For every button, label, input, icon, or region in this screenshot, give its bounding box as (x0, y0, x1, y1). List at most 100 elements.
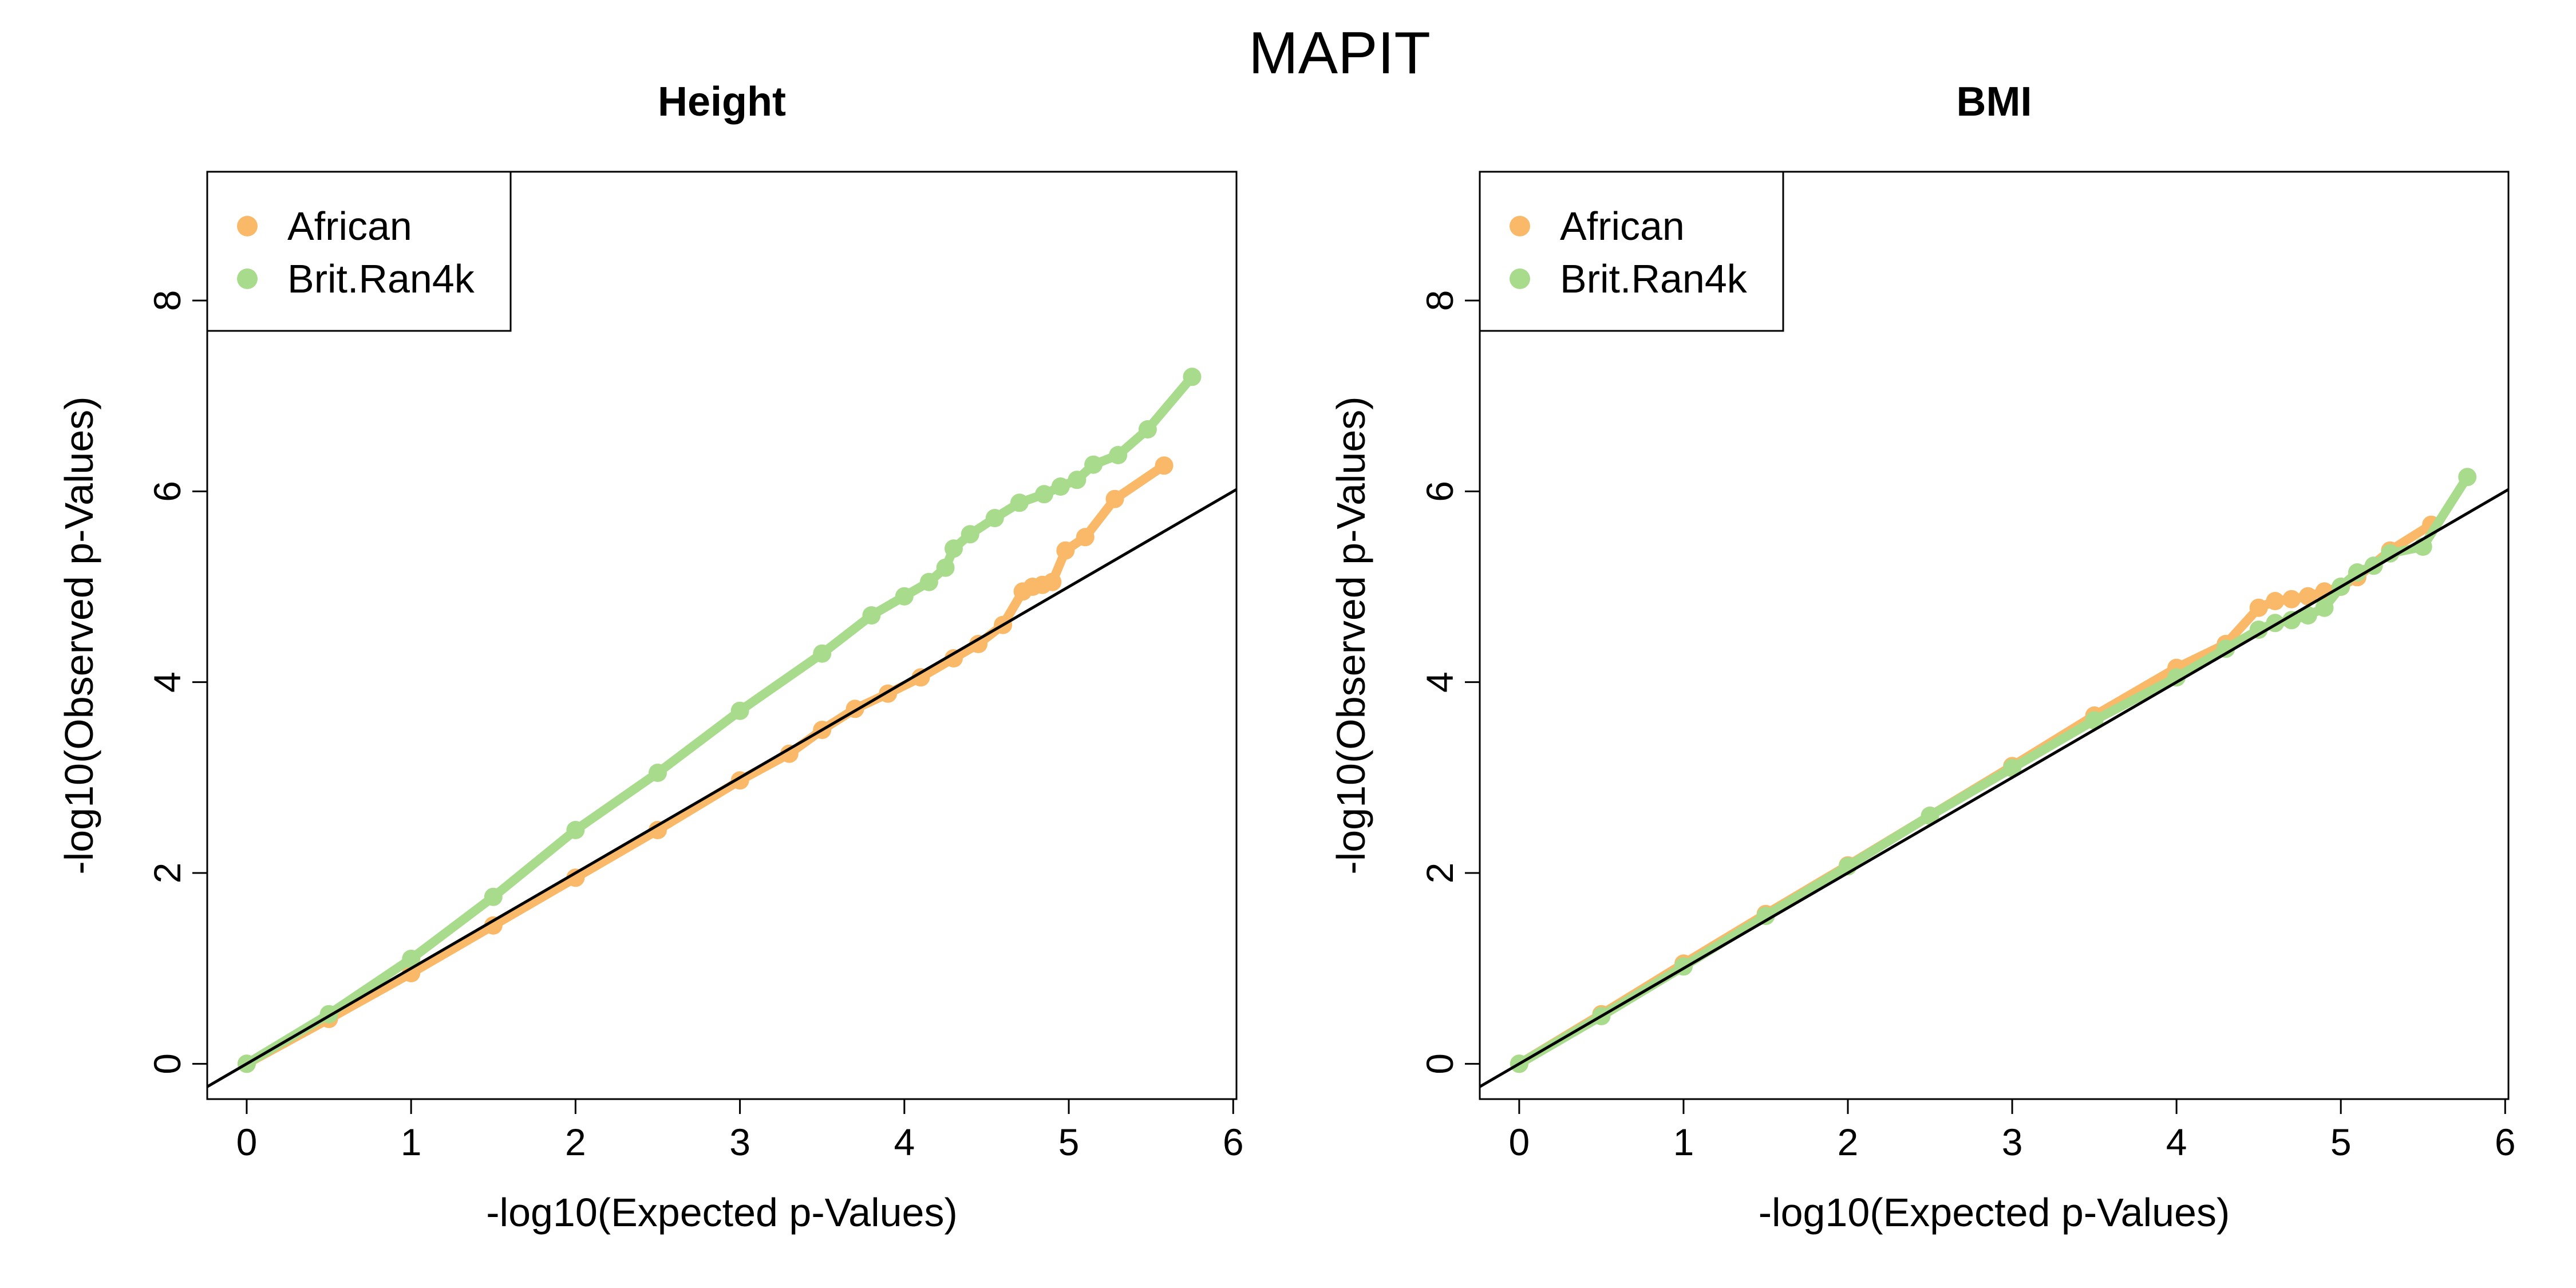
legend-marker (1510, 268, 1530, 289)
data-point-brit-ran4k (2249, 621, 2268, 639)
data-point-brit-ran4k (2003, 758, 2022, 777)
x-tick-label: 6 (1223, 1121, 1244, 1163)
x-tick-label: 6 (2495, 1121, 2516, 1163)
x-tick-label: 0 (1509, 1121, 1530, 1163)
x-tick-label: 1 (1673, 1121, 1694, 1163)
data-point-african (2298, 587, 2317, 606)
y-tick-label: 0 (1419, 1053, 1461, 1074)
plot-area (1480, 468, 2508, 1088)
data-point-brit-ran4k (484, 887, 503, 906)
y-tick-label: 0 (146, 1053, 188, 1074)
data-point-brit-ran4k (1756, 907, 1775, 925)
legend-box (206, 171, 512, 332)
data-point-african (911, 668, 930, 687)
data-point-brit-ran4k (813, 644, 832, 663)
data-point-african (2249, 598, 2268, 617)
x-tick-label: 5 (2330, 1121, 2352, 1163)
data-point-african (780, 744, 799, 763)
data-point-brit-ran4k (961, 525, 979, 544)
data-point-african (1076, 528, 1095, 547)
bmi-panel: BMI 0 1 2 3 4 5 6 -log10(Expected p-Values) 0 2 4 6 8… (1329, 79, 2516, 1235)
data-point-brit-ran4k (2315, 598, 2334, 617)
data-point-brit-ran4k (945, 539, 963, 558)
figure-title: MAPIT (1249, 20, 1431, 86)
legend-marker (237, 268, 258, 289)
legend-box (1479, 171, 1784, 332)
data-point-brit-ran4k (2217, 639, 2235, 658)
data-point-african (566, 868, 585, 887)
data-point-african (484, 916, 503, 935)
data-point-brit-ran4k (2458, 468, 2477, 487)
panel-title: Height (658, 79, 786, 125)
x-tick-label: 3 (729, 1121, 750, 1163)
data-point-brit-ran4k (566, 821, 585, 839)
panel-title: BMI (1957, 79, 2032, 125)
x-tick-label: 2 (565, 1121, 586, 1163)
data-point-african (402, 964, 421, 982)
data-point-brit-ran4k (1109, 446, 1128, 464)
y-tick-label: 4 (1419, 671, 1461, 693)
data-point-brit-ran4k (985, 509, 1004, 527)
data-point-african (945, 649, 963, 667)
y-tick-label: 2 (146, 863, 188, 884)
data-point-brit-ran4k (2348, 563, 2366, 582)
data-point-brit-ran4k (649, 764, 667, 782)
data-point-brit-ran4k (2381, 544, 2400, 563)
series-line-brit-ran4k (242, 372, 1197, 1069)
data-point-african (1105, 489, 1124, 508)
x-tick-label: 5 (1058, 1121, 1080, 1163)
legend-marker (237, 216, 258, 236)
y-tick-label: 6 (1419, 481, 1461, 502)
data-point-brit-ran4k (919, 572, 938, 591)
data-point-brit-ran4k (1084, 455, 1103, 474)
legend-label: African (287, 204, 412, 248)
y-tick-label: 8 (146, 290, 188, 311)
data-point-brit-ran4k (1138, 420, 1157, 438)
y-tick-label: 6 (146, 481, 188, 502)
plot-area (207, 368, 1236, 1088)
x-tick-label: 4 (2166, 1121, 2187, 1163)
data-point-brit-ran4k (402, 950, 421, 968)
legend-marker (1510, 216, 1530, 236)
data-point-brit-ran4k (1183, 368, 1202, 386)
y-tick-label: 4 (146, 671, 188, 693)
data-point-african (969, 635, 988, 653)
data-point-brit-ran4k (2167, 668, 2186, 687)
data-point-african (1056, 541, 1075, 560)
y-tick-label: 8 (1419, 290, 1461, 311)
data-point-brit-ran4k (1051, 477, 1070, 496)
x-tick-label: 4 (894, 1121, 915, 1163)
legend-label: African (1560, 204, 1685, 248)
series-line-brit-ran4k (1514, 472, 2472, 1069)
data-point-african (649, 821, 667, 839)
data-point-brit-ran4k (895, 587, 914, 606)
data-point-brit-ran4k (2298, 606, 2317, 625)
data-point-brit-ran4k (1068, 471, 1086, 489)
data-point-african (1043, 572, 1062, 591)
x-axis-label: -log10(Expected p-Values) (486, 1190, 958, 1235)
data-point-brit-ran4k (936, 558, 955, 577)
data-point-brit-ran4k (862, 606, 881, 625)
reference-line (1480, 488, 2508, 1088)
legend-label: Brit.Ran4k (1560, 256, 1748, 301)
y-axis-label: -log10(Observed p-Values) (57, 396, 101, 874)
data-point-brit-ran4k (1921, 807, 1939, 825)
x-axis-label: -log10(Expected p-Values) (1759, 1190, 2230, 1235)
data-point-african (2266, 592, 2285, 610)
legend: African Brit.Ran4k (1479, 171, 1784, 332)
data-point-african (2282, 590, 2301, 609)
y-tick-label: 2 (1419, 863, 1461, 884)
data-point-brit-ran4k (2085, 711, 2104, 730)
height-panel: Height 0 1 2 3 4 5 6 -log10(Expected p-Values) 0 2… (57, 79, 1244, 1235)
x-tick-label: 0 (236, 1121, 258, 1163)
y-axis-label: -log10(Observed p-Values) (1329, 396, 1373, 874)
x-tick-label: 3 (2002, 1121, 2023, 1163)
data-point-brit-ran4k (1035, 485, 1053, 504)
legend: African Brit.Ran4k (206, 171, 512, 332)
reference-line (207, 488, 1236, 1088)
legend-label: Brit.Ran4k (287, 256, 475, 301)
data-point-brit-ran4k (730, 701, 749, 720)
x-tick-label: 1 (401, 1121, 422, 1163)
data-point-african (1155, 456, 1174, 475)
